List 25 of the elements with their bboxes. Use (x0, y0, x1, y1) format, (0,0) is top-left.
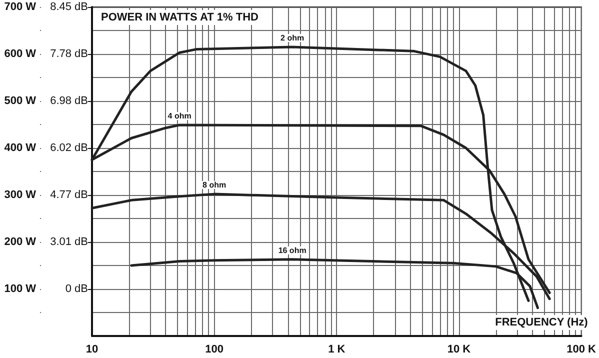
series-label: 2 ohm (280, 33, 304, 42)
category-label: 4.77 dB (50, 189, 88, 201)
category-label: 7.78 dB (50, 48, 88, 60)
series-label: 16 ohm (278, 246, 306, 255)
y-tick-label: 300 W (4, 189, 37, 201)
y-tick-label: 400 W (4, 142, 37, 154)
category-label: 0 dB (65, 283, 88, 295)
y-tick-label: 700 W (4, 1, 37, 13)
category-label: 8.45 dB (50, 1, 88, 13)
category-label: 6.98 dB (50, 95, 88, 107)
category-label: 6.02 dB (50, 142, 88, 154)
series-label: 4 ohm (168, 111, 192, 120)
y-tick-label: 200 W (4, 236, 37, 248)
y-tick-label: 500 W (4, 95, 37, 107)
x-axis-title: FREQUENCY (Hz) (495, 316, 588, 328)
x-tick-label: 100 (205, 344, 224, 356)
y-tick-label: 600 W (4, 48, 37, 60)
y-tick-label: 100 W (4, 283, 37, 295)
x-tick-label: 10 (86, 344, 98, 356)
x-tick-label: 100 K (566, 344, 596, 356)
x-tick-label: 1 K (328, 344, 346, 356)
chart-title: POWER IN WATTS AT 1% THD (101, 12, 259, 24)
category-label: 3.01 dB (50, 236, 88, 248)
x-tick-label: 10 K (447, 344, 471, 356)
series-label: 8 ohm (202, 180, 226, 190)
